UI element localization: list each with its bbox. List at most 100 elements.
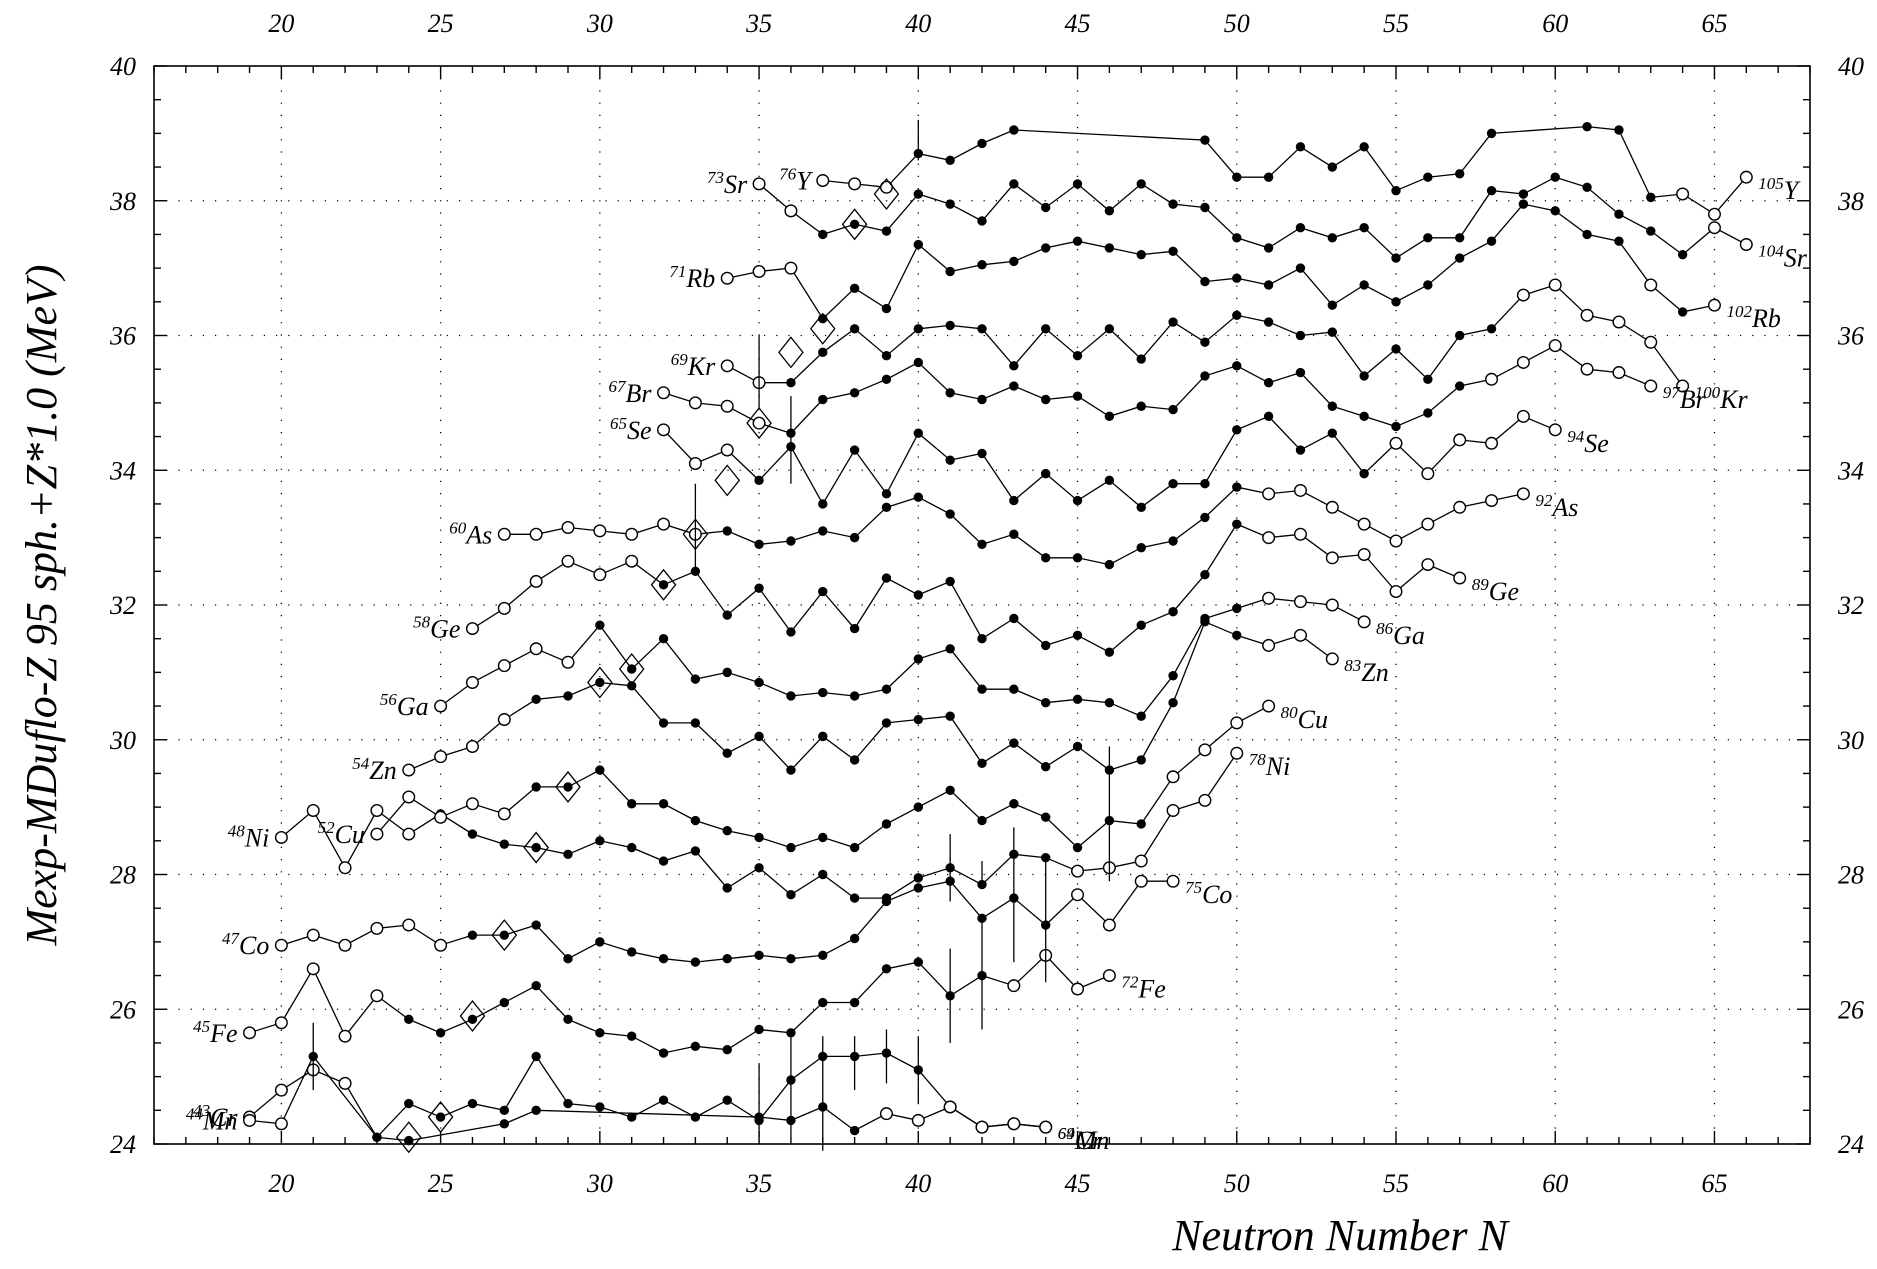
data-point [786, 377, 796, 388]
data-point [1423, 233, 1433, 243]
element-symbol: Y [796, 167, 813, 196]
data-point [1009, 179, 1019, 189]
nuclide-label: 92As [1535, 491, 1578, 522]
series-Br-67 [657, 339, 1658, 438]
data-point [881, 893, 892, 903]
data-point [626, 664, 637, 674]
data-point [1295, 445, 1306, 455]
mass-number: 89 [1472, 575, 1490, 594]
data-point [1168, 607, 1178, 617]
mass-number: 67 [609, 377, 628, 396]
data-point [563, 782, 573, 792]
data-point [945, 576, 955, 587]
data-point [658, 856, 669, 866]
x-tick-label-bottom: 35 [745, 1169, 772, 1198]
series-Zn-54 [402, 617, 1339, 777]
data-point [499, 839, 510, 849]
data-point [879, 1107, 893, 1121]
series-line [663, 415, 1556, 509]
y-tick-label-left: 26 [110, 995, 136, 1024]
data-point [849, 219, 860, 230]
series-line [727, 203, 1715, 320]
mass-number: 102 [1726, 302, 1752, 321]
data-point [913, 873, 924, 883]
data-point [404, 1098, 414, 1109]
element-symbol: Zn [369, 756, 396, 785]
data-point [531, 694, 541, 705]
data-point [722, 954, 732, 964]
series-Rb-71 [720, 199, 1721, 324]
mass-number: 104 [1758, 242, 1784, 261]
data-point [1516, 288, 1530, 302]
data-point [497, 659, 511, 673]
element-symbol: Kr [687, 352, 716, 381]
data-point [1357, 547, 1371, 561]
data-point [818, 586, 828, 597]
nuclide-label: 76Y [779, 165, 813, 196]
data-point [1580, 362, 1594, 376]
data-point [1614, 209, 1624, 219]
element-symbol: Rb [685, 264, 715, 293]
data-point [1486, 185, 1497, 196]
data-point [1104, 243, 1115, 253]
series-Ni-48 [274, 746, 1244, 903]
data-point [1200, 613, 1210, 624]
data-point [1104, 647, 1115, 657]
data-point [913, 590, 924, 600]
series-line [281, 880, 1174, 963]
mass-number: 69 [671, 350, 689, 369]
data-point [1104, 697, 1115, 708]
data-point [497, 807, 511, 821]
data-point [563, 1014, 573, 1025]
data-point [1389, 585, 1403, 599]
series-line [440, 597, 1365, 717]
data-point [849, 324, 860, 334]
data-point [1168, 199, 1178, 209]
data-point [913, 189, 924, 199]
data-point [563, 954, 573, 964]
series-Co-47 [274, 874, 1180, 967]
element-symbol: Rb [1751, 304, 1781, 333]
data-point [818, 347, 828, 358]
data-point [688, 457, 702, 471]
data-point [913, 324, 924, 334]
data-point [754, 1024, 764, 1035]
element-symbol: Fe [1137, 975, 1165, 1004]
nuclide-label: 60As [449, 518, 492, 549]
data-point [1453, 433, 1467, 447]
x-tick-label-top: 65 [1701, 9, 1727, 38]
data-point [720, 399, 734, 413]
mass-number: 60 [449, 518, 467, 537]
nuclide-label: 105Y [1758, 174, 1801, 205]
mass-number: 86 [1376, 619, 1394, 638]
mass-number: 75 [1185, 878, 1202, 897]
data-point [1166, 770, 1180, 784]
element-symbol: Sr [1784, 244, 1808, 273]
data-point [1136, 711, 1146, 721]
data-point [1516, 487, 1530, 501]
data-point [626, 681, 637, 691]
y-tick-label-right: 34 [1837, 456, 1864, 485]
x-tick-label-top: 25 [428, 9, 454, 38]
data-point [1007, 979, 1021, 993]
data-point [1168, 246, 1178, 256]
data-point [1009, 684, 1019, 694]
data-point [1232, 519, 1242, 529]
nuclide-label: 69Mn [1058, 1124, 1110, 1155]
y-tick-label-right: 38 [1837, 187, 1864, 216]
data-point [881, 964, 892, 974]
data-point [977, 539, 987, 550]
data-point [1293, 595, 1307, 609]
y-tick-label-right: 26 [1838, 995, 1864, 1024]
element-symbol: Ni [1265, 752, 1291, 781]
data-point [593, 568, 607, 582]
data-point [1232, 233, 1242, 243]
data-point [1039, 1120, 1053, 1134]
data-point [1644, 379, 1658, 393]
data-point [658, 1048, 669, 1058]
data-point [1230, 716, 1244, 730]
data-point [818, 950, 828, 961]
data-point [1040, 762, 1051, 772]
